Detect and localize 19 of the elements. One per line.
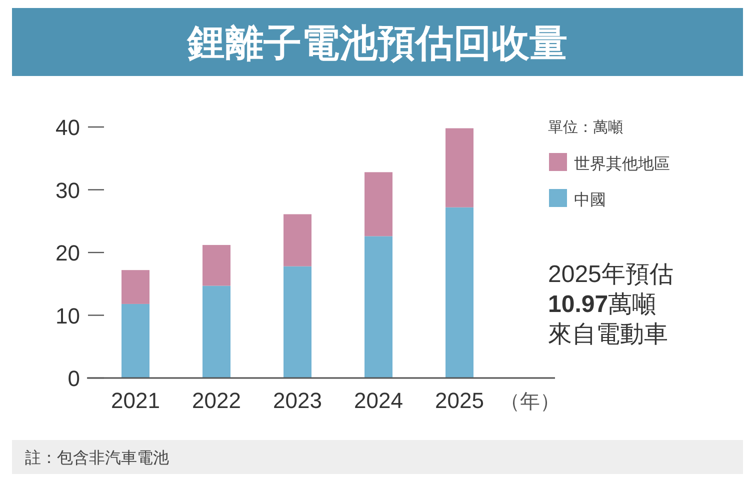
annotation: 10.97萬噸 [548, 291, 656, 318]
y-tick-label: 20 [56, 240, 80, 266]
x-tick-label: 2024 [354, 388, 403, 413]
x-axis-title: （年） [500, 391, 560, 413]
legend-title: 單位：萬噸 [548, 119, 623, 136]
text: 註：包含非汽車電池 [25, 449, 169, 467]
x-tick-label: 2021 [111, 388, 160, 413]
annotation: 2025年預估 [548, 261, 674, 288]
annotation: 來自電動車 [548, 321, 668, 348]
y-tick-label: 10 [56, 303, 80, 328]
x-tick-label: 2023 [273, 388, 322, 413]
chart-title: 鋰離子電池預估回收量 [186, 23, 568, 65]
y-tick-label: 40 [56, 115, 80, 140]
y-tick-label: 0 [68, 366, 80, 391]
legend-label: 中國 [574, 191, 606, 209]
legend-label: 世界其他地區 [574, 155, 670, 173]
x-tick-label: 2025 [435, 388, 484, 413]
x-tick-label: 2022 [192, 388, 241, 413]
y-tick-label: 30 [56, 178, 80, 203]
